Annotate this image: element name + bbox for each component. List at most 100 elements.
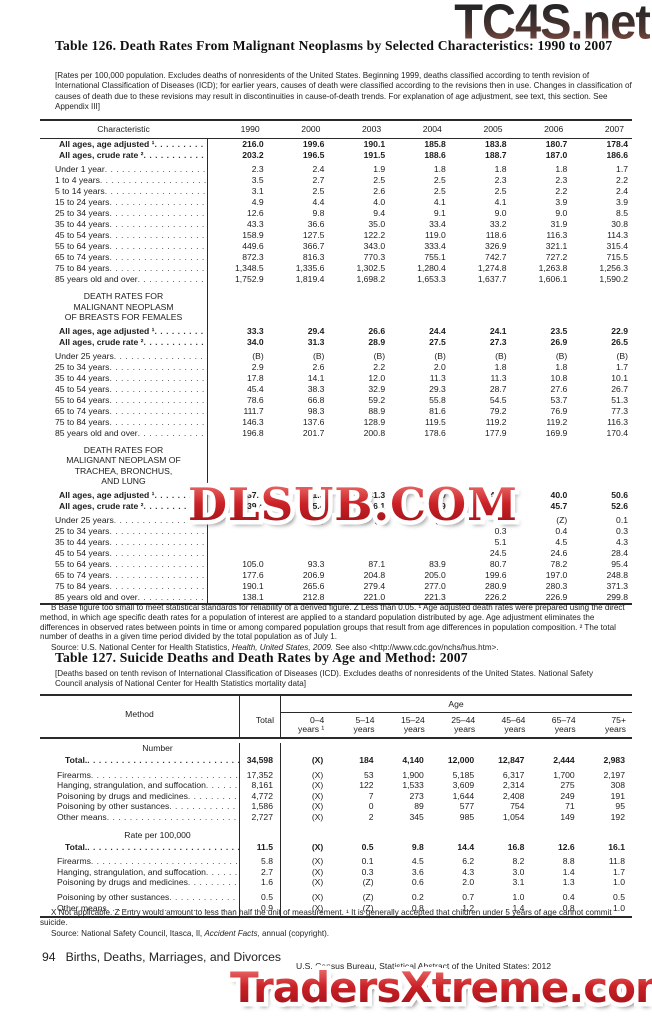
table127-rate-cell: 1.2	[462, 902, 475, 913]
table126-cell: 1,335.6	[295, 263, 325, 273]
table126-cell: 188.6	[424, 150, 446, 160]
table126-row-label: 45 to 54 years	[40, 548, 207, 559]
table127-rate-cell: 1.0	[512, 891, 525, 902]
leader-dots	[144, 150, 207, 161]
table126-row-label: 55 to 64 years	[40, 395, 207, 406]
table126-row: 75 to 84 years 190.1 265.6 279.4 277.0 280.9 2…	[40, 581, 632, 592]
page-footer: 94 Births, Deaths, Marriages, and Divorce…	[42, 950, 281, 964]
table126-cell: 33.2	[489, 219, 507, 229]
table126-cell: 1,302.5	[356, 263, 386, 273]
table126-cell: 79.2	[489, 405, 507, 416]
leader-dots	[169, 892, 239, 903]
table127-rate-cell: (X)	[311, 866, 324, 877]
table127-rate-cell: 0.5	[361, 841, 374, 852]
leader-dots	[109, 252, 207, 263]
table127-total-header: Total	[255, 714, 274, 725]
age-col-range: 65–74	[551, 714, 576, 725]
table127-rate-rows: Total. 11.5 (X) 0.5 9.8 14.4 16.8 12.6 16.1 Firea…	[40, 842, 632, 917]
table127-age-col-header: 15–24 years	[381, 715, 431, 735]
leader-dots	[206, 867, 239, 878]
table126-cell: 196.5	[302, 150, 325, 160]
table126-body: All ages, age adjusted ¹216.0199.6190.11…	[40, 139, 632, 605]
table127-rate-cell: (X)	[311, 841, 324, 852]
leader-dots	[109, 537, 207, 548]
table127-number-cell: 191	[610, 790, 625, 801]
leader-dots	[138, 428, 207, 439]
table127-source: Source: National Safety Council, Itasca,…	[40, 929, 632, 939]
table126-cell: 54.5	[489, 394, 507, 405]
table126-cell: 27.3	[489, 336, 507, 347]
table126-row-label: 25 to 34 years	[40, 526, 207, 537]
table126-cell: 221.3	[424, 591, 446, 602]
table127-rate-cell: 0.1	[361, 856, 374, 867]
table126-cell: 119.5	[424, 416, 446, 427]
table126-cell: 43.3	[246, 219, 264, 229]
chapter-title: Births, Deaths, Marriages, and Divorces	[65, 950, 281, 964]
table126-label-text: Under 1 year	[55, 164, 105, 174]
table126-cell: 212.8	[302, 591, 325, 602]
table126-cell: 1,280.4	[417, 263, 446, 273]
table127-age-col-header: 0–4 years ¹	[280, 715, 330, 735]
table126-label-text: All ages, crude rate ²	[59, 500, 144, 511]
table126-cell: 28.9	[368, 336, 386, 347]
table127-number-cell: 985	[459, 811, 475, 822]
age-col-unit: years	[554, 724, 576, 735]
table126-row: All ages, crude rate ² 203.2 196.5 191.5 188…	[40, 150, 632, 161]
table126-cell: 4.3	[616, 536, 628, 547]
table126-row: All ages, age adjusted ¹ 37.1 41.3 41.3 40.9…	[40, 490, 632, 501]
table126-cell: 38.3	[307, 383, 325, 394]
table126-cell: 3.9	[616, 197, 628, 207]
table126-cell: 4.4	[312, 197, 325, 207]
table127-number-cell: (X)	[311, 769, 324, 780]
table126-cell: 185.8	[424, 139, 446, 149]
table126-cell: 10.8	[550, 372, 568, 383]
table126-cell: 81.6	[429, 405, 446, 416]
table126-cell: (Z)	[434, 514, 446, 525]
table126-cell: 770.3	[363, 252, 386, 262]
table127-rate-row-label: Firearms	[40, 856, 239, 867]
leader-dots	[105, 186, 207, 197]
table126-cell: 221.0	[363, 591, 386, 602]
table127-rate-cell: 0.4	[562, 891, 575, 902]
table126-cell: 0.4	[555, 525, 568, 536]
table127-number-cell: 5,185	[452, 769, 475, 780]
table126-cell: 116.3	[607, 416, 628, 427]
table127-number-cell: 1,054	[502, 811, 525, 822]
table127-rate-cell: 1.4	[562, 866, 575, 877]
table126-cell: 2.4	[312, 164, 325, 174]
age-col-unit: years	[403, 724, 425, 735]
table126-label-text: 1 to 4 years	[55, 175, 100, 185]
table126-cell: 0.3	[616, 525, 628, 536]
table127-rate-label-text: Other means	[57, 902, 107, 913]
leader-dots	[105, 164, 207, 175]
table126-cell: 45.9	[489, 500, 507, 511]
table126-cell: 449.6	[242, 241, 264, 251]
table126-cell: 1,752.9	[235, 274, 264, 284]
table126-cell: 1,348.5	[235, 263, 264, 273]
table126-cell: 170.4	[606, 427, 628, 438]
table127-rate-cell: 14.4	[457, 841, 475, 852]
leader-dots	[109, 417, 207, 428]
table127-number-row-label: Firearms	[40, 770, 239, 781]
table127-rate-cell: 0.2	[411, 891, 424, 902]
table126-cell: 2.5	[494, 186, 507, 196]
table126-cell: 36.6	[307, 219, 325, 229]
table126-cell: 2.3	[555, 175, 568, 185]
leader-dots	[109, 241, 207, 252]
table126-cell: 24.1	[489, 325, 507, 336]
table127-rate-row: Other means 0.9 (X) (Z) 0.8 1.2 1.4 0.8 1.0	[40, 903, 632, 914]
table127-number-row: Firearms 17,352 (X) 53 1,900 5,185 6,317 1,700 2…	[40, 770, 632, 781]
table127-number-cell: (X)	[311, 790, 324, 801]
table126-row-label: All ages, age adjusted ¹	[40, 490, 207, 501]
age-col-unit: years ¹	[298, 724, 325, 735]
table127-number-cell: 2,983	[603, 755, 625, 765]
table127-vertical-rule-1b	[239, 743, 240, 917]
table127-number-row: Other means 2,727 (X) 2 345 985 1,054 149 192	[40, 812, 632, 823]
table126-cell: 119.0	[424, 230, 446, 240]
table127-age-caption: Age	[448, 699, 464, 709]
leader-dots	[91, 770, 239, 781]
table126-section-rows: All ages, age adjusted ¹216.0199.6190.11…	[40, 139, 632, 285]
table127-rate-cell: 12.6	[557, 841, 575, 852]
table126-label-text: 65 to 74 years	[55, 252, 110, 262]
table126-row: 65 to 74 years 177.6 206.9 204.8 205.0 199.6 1…	[40, 570, 632, 581]
